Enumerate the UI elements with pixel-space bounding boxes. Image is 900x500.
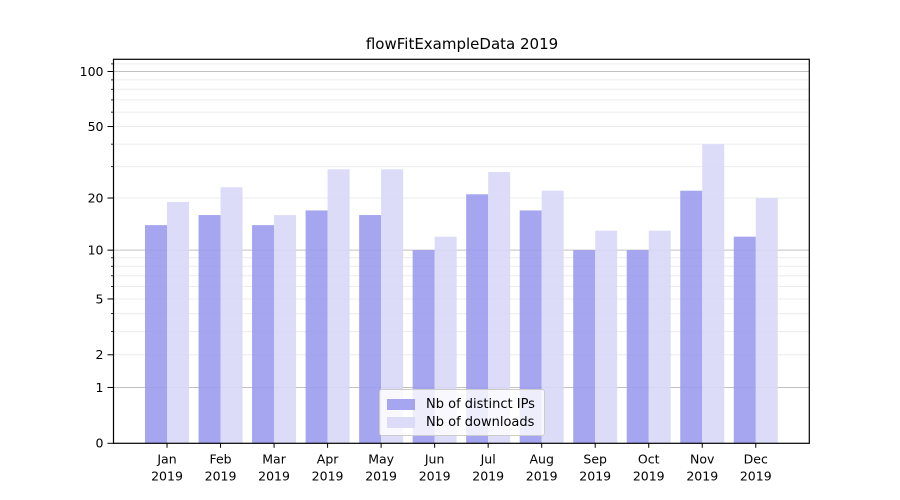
- bar-downloads-sep: [595, 230, 618, 444]
- y-tick-label: 50: [88, 119, 104, 134]
- x-tick-label: Aug 2019: [526, 451, 558, 483]
- bar-distinct-ips-mar: [252, 225, 275, 444]
- y-tick-label: 100: [80, 64, 104, 79]
- x-tick-year: 2019: [419, 468, 451, 483]
- legend-swatch-distinct-ips-icon: [387, 398, 415, 410]
- x-tick-month: Jan: [156, 451, 176, 466]
- bar-distinct-ips-apr: [305, 210, 328, 444]
- bar-downloads-oct: [648, 230, 671, 444]
- x-tick-label: Jul 2019: [472, 451, 504, 483]
- x-tick-month: May: [368, 451, 394, 466]
- x-tick-year: 2019: [365, 468, 397, 483]
- y-tick-label: 0: [96, 436, 104, 451]
- x-tick-label: May 2019: [365, 451, 397, 483]
- x-tick-month: Dec: [744, 451, 768, 466]
- bar-distinct-ips-jan: [145, 225, 168, 444]
- x-tick-label: Dec 2019: [740, 451, 772, 483]
- bar-distinct-ips-oct: [626, 250, 649, 444]
- chart-title: flowFitExampleData 2019: [365, 35, 559, 53]
- legend-label-downloads: Nb of downloads: [426, 414, 535, 430]
- x-tick-label: Apr 2019: [312, 451, 344, 483]
- x-tick-label: Oct 2019: [633, 451, 665, 483]
- bar-distinct-ips-may: [359, 215, 382, 444]
- bar-distinct-ips-dec: [733, 236, 756, 444]
- legend-item-distinct-ips: Nb of distinct IPs: [387, 396, 536, 413]
- x-tick-year: 2019: [472, 468, 504, 483]
- x-tick-month: Mar: [262, 451, 286, 466]
- legend-swatch-downloads-icon: [387, 416, 415, 428]
- x-tick-year: 2019: [740, 468, 772, 483]
- bar-distinct-ips-nov: [680, 190, 703, 444]
- x-tick-year: 2019: [151, 468, 183, 483]
- bar-downloads-jan: [167, 201, 190, 444]
- y-tick-label: 20: [88, 190, 104, 205]
- x-tick-month: Nov: [690, 451, 715, 466]
- bar-distinct-ips-aug: [519, 210, 542, 444]
- x-tick-label: Nov 2019: [686, 451, 718, 483]
- x-tick-year: 2019: [686, 468, 718, 483]
- y-tick-label: 5: [96, 291, 104, 306]
- x-tick-label: Jun 2019: [419, 451, 451, 483]
- x-tick-month: Aug: [529, 451, 553, 466]
- x-tick-month: Jul: [480, 451, 496, 466]
- legend-item-downloads: Nb of downloads: [387, 414, 536, 431]
- bar-distinct-ips-sep: [573, 250, 596, 444]
- x-tick-month: Feb: [209, 451, 231, 466]
- x-tick-label: Mar 2019: [258, 451, 290, 483]
- legend-label-distinct-ips: Nb of distinct IPs: [426, 396, 535, 412]
- x-tick-year: 2019: [526, 468, 558, 483]
- x-tick-month: Oct: [638, 451, 660, 466]
- y-tick-label: 10: [88, 242, 104, 257]
- x-tick-year: 2019: [312, 468, 344, 483]
- x-tick-year: 2019: [205, 468, 237, 483]
- x-tick-label: Jan 2019: [151, 451, 183, 483]
- bar-downloads-nov: [702, 144, 725, 444]
- bar-downloads-dec: [755, 198, 778, 444]
- x-tick-year: 2019: [579, 468, 611, 483]
- bar-downloads-feb: [220, 187, 243, 444]
- x-tick-year: 2019: [258, 468, 290, 483]
- x-tick-label: Sep 2019: [579, 451, 611, 483]
- bar-downloads-aug: [541, 190, 564, 444]
- legend: Nb of distinct IPs Nb of downloads: [379, 389, 545, 436]
- x-tick-month: Apr: [317, 451, 339, 466]
- bar-downloads-mar: [274, 215, 297, 444]
- bar-downloads-may: [381, 169, 404, 444]
- y-tick-label: 1: [96, 380, 104, 395]
- x-tick-month: Sep: [583, 451, 607, 466]
- x-tick-label: Feb 2019: [205, 451, 237, 483]
- plot-frame: [112, 58, 810, 444]
- y-tick-label: 2: [96, 347, 104, 362]
- bar-downloads-apr: [327, 169, 350, 444]
- bar-distinct-ips-jul: [466, 194, 489, 444]
- x-tick-year: 2019: [633, 468, 665, 483]
- x-tick-month: Jun: [424, 451, 445, 466]
- bar-distinct-ips-feb: [198, 215, 221, 444]
- bar-downloads-jul: [488, 172, 511, 444]
